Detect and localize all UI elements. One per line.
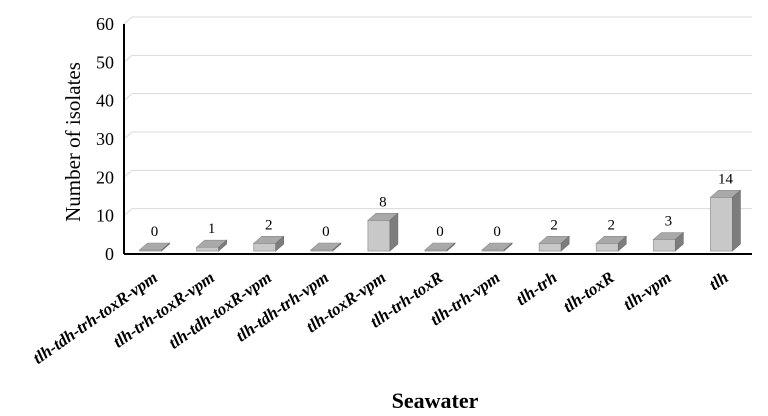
x-axis-title: Seawater — [392, 388, 479, 413]
bar — [652, 231, 685, 252]
gridlines — [123, 16, 752, 217]
data-label: 1 — [208, 221, 216, 237]
y-axis-tick-labels: 0 10 20 30 40 50 60 — [96, 14, 114, 264]
data-label: 3 — [665, 214, 673, 230]
data-label: 0 — [151, 224, 159, 240]
bar — [595, 235, 628, 252]
bar — [252, 235, 285, 252]
bar-side — [389, 212, 399, 252]
bar-side — [617, 235, 627, 252]
bar-side — [332, 242, 342, 252]
y-tick-label: 20 — [96, 167, 114, 187]
data-label: 8 — [379, 194, 387, 210]
bar-side — [732, 189, 741, 252]
category-label: tlh-toxR — [559, 268, 617, 317]
y-tick-label: 40 — [96, 91, 114, 111]
data-label: 14 — [718, 171, 734, 187]
bar-top — [138, 242, 171, 251]
bar-front — [196, 246, 220, 252]
y-tick-label: 50 — [96, 52, 114, 72]
bar-front — [367, 219, 391, 252]
data-label: 0 — [322, 224, 330, 240]
category-label: tlh-tdh-toxR-vpm — [165, 268, 275, 353]
bar-top — [424, 242, 456, 251]
bar-front — [710, 196, 733, 252]
bar-front — [538, 242, 562, 252]
bar — [709, 189, 742, 252]
data-label: 2 — [265, 217, 273, 233]
data-label: 0 — [493, 224, 501, 240]
y-tick-label: 30 — [96, 129, 114, 149]
bar-front — [253, 242, 277, 252]
bar — [538, 235, 570, 252]
bar — [195, 239, 228, 252]
category-label: tlh-trh — [512, 268, 560, 310]
category-label: tlh-vpm — [620, 268, 675, 314]
bar-top — [481, 242, 513, 251]
bar-top — [310, 242, 342, 251]
data-labels: 0 1 2 0 8 0 0 2 2 3 14 — [151, 171, 734, 240]
gridline — [123, 93, 752, 102]
x-axis-category-labels: tlh-tdh-trh-toxR-vpmtlh-trh-toxR-vpmtlh-… — [29, 268, 732, 368]
bars — [138, 189, 742, 252]
bar — [138, 242, 171, 252]
bar-front — [652, 239, 676, 252]
gridline — [123, 16, 752, 25]
y-tick-label: 0 — [105, 244, 114, 264]
bar-side — [675, 231, 684, 252]
category-label: tlh-trh-toxR-vpm — [110, 268, 218, 352]
category-label: tlh — [705, 268, 731, 294]
bar — [481, 242, 513, 252]
bar — [367, 212, 399, 252]
bar-side — [218, 239, 227, 252]
data-label: 2 — [550, 217, 558, 233]
bar-side — [161, 242, 170, 252]
bar-side — [446, 242, 456, 252]
gridline — [123, 169, 752, 178]
bar-side — [560, 235, 570, 252]
bar-side — [275, 235, 285, 252]
y-axis-title: Number of isolates — [61, 62, 85, 222]
data-label: 0 — [436, 224, 444, 240]
gridline — [123, 54, 752, 63]
y-tick-label: 10 — [96, 206, 114, 226]
y-tick-label: 60 — [96, 14, 114, 34]
bar — [310, 242, 342, 252]
gridline — [123, 208, 752, 217]
gridline — [123, 131, 752, 140]
bar-side — [503, 242, 513, 252]
data-label: 2 — [608, 217, 616, 233]
bar-front — [595, 242, 619, 252]
bar — [424, 242, 456, 252]
